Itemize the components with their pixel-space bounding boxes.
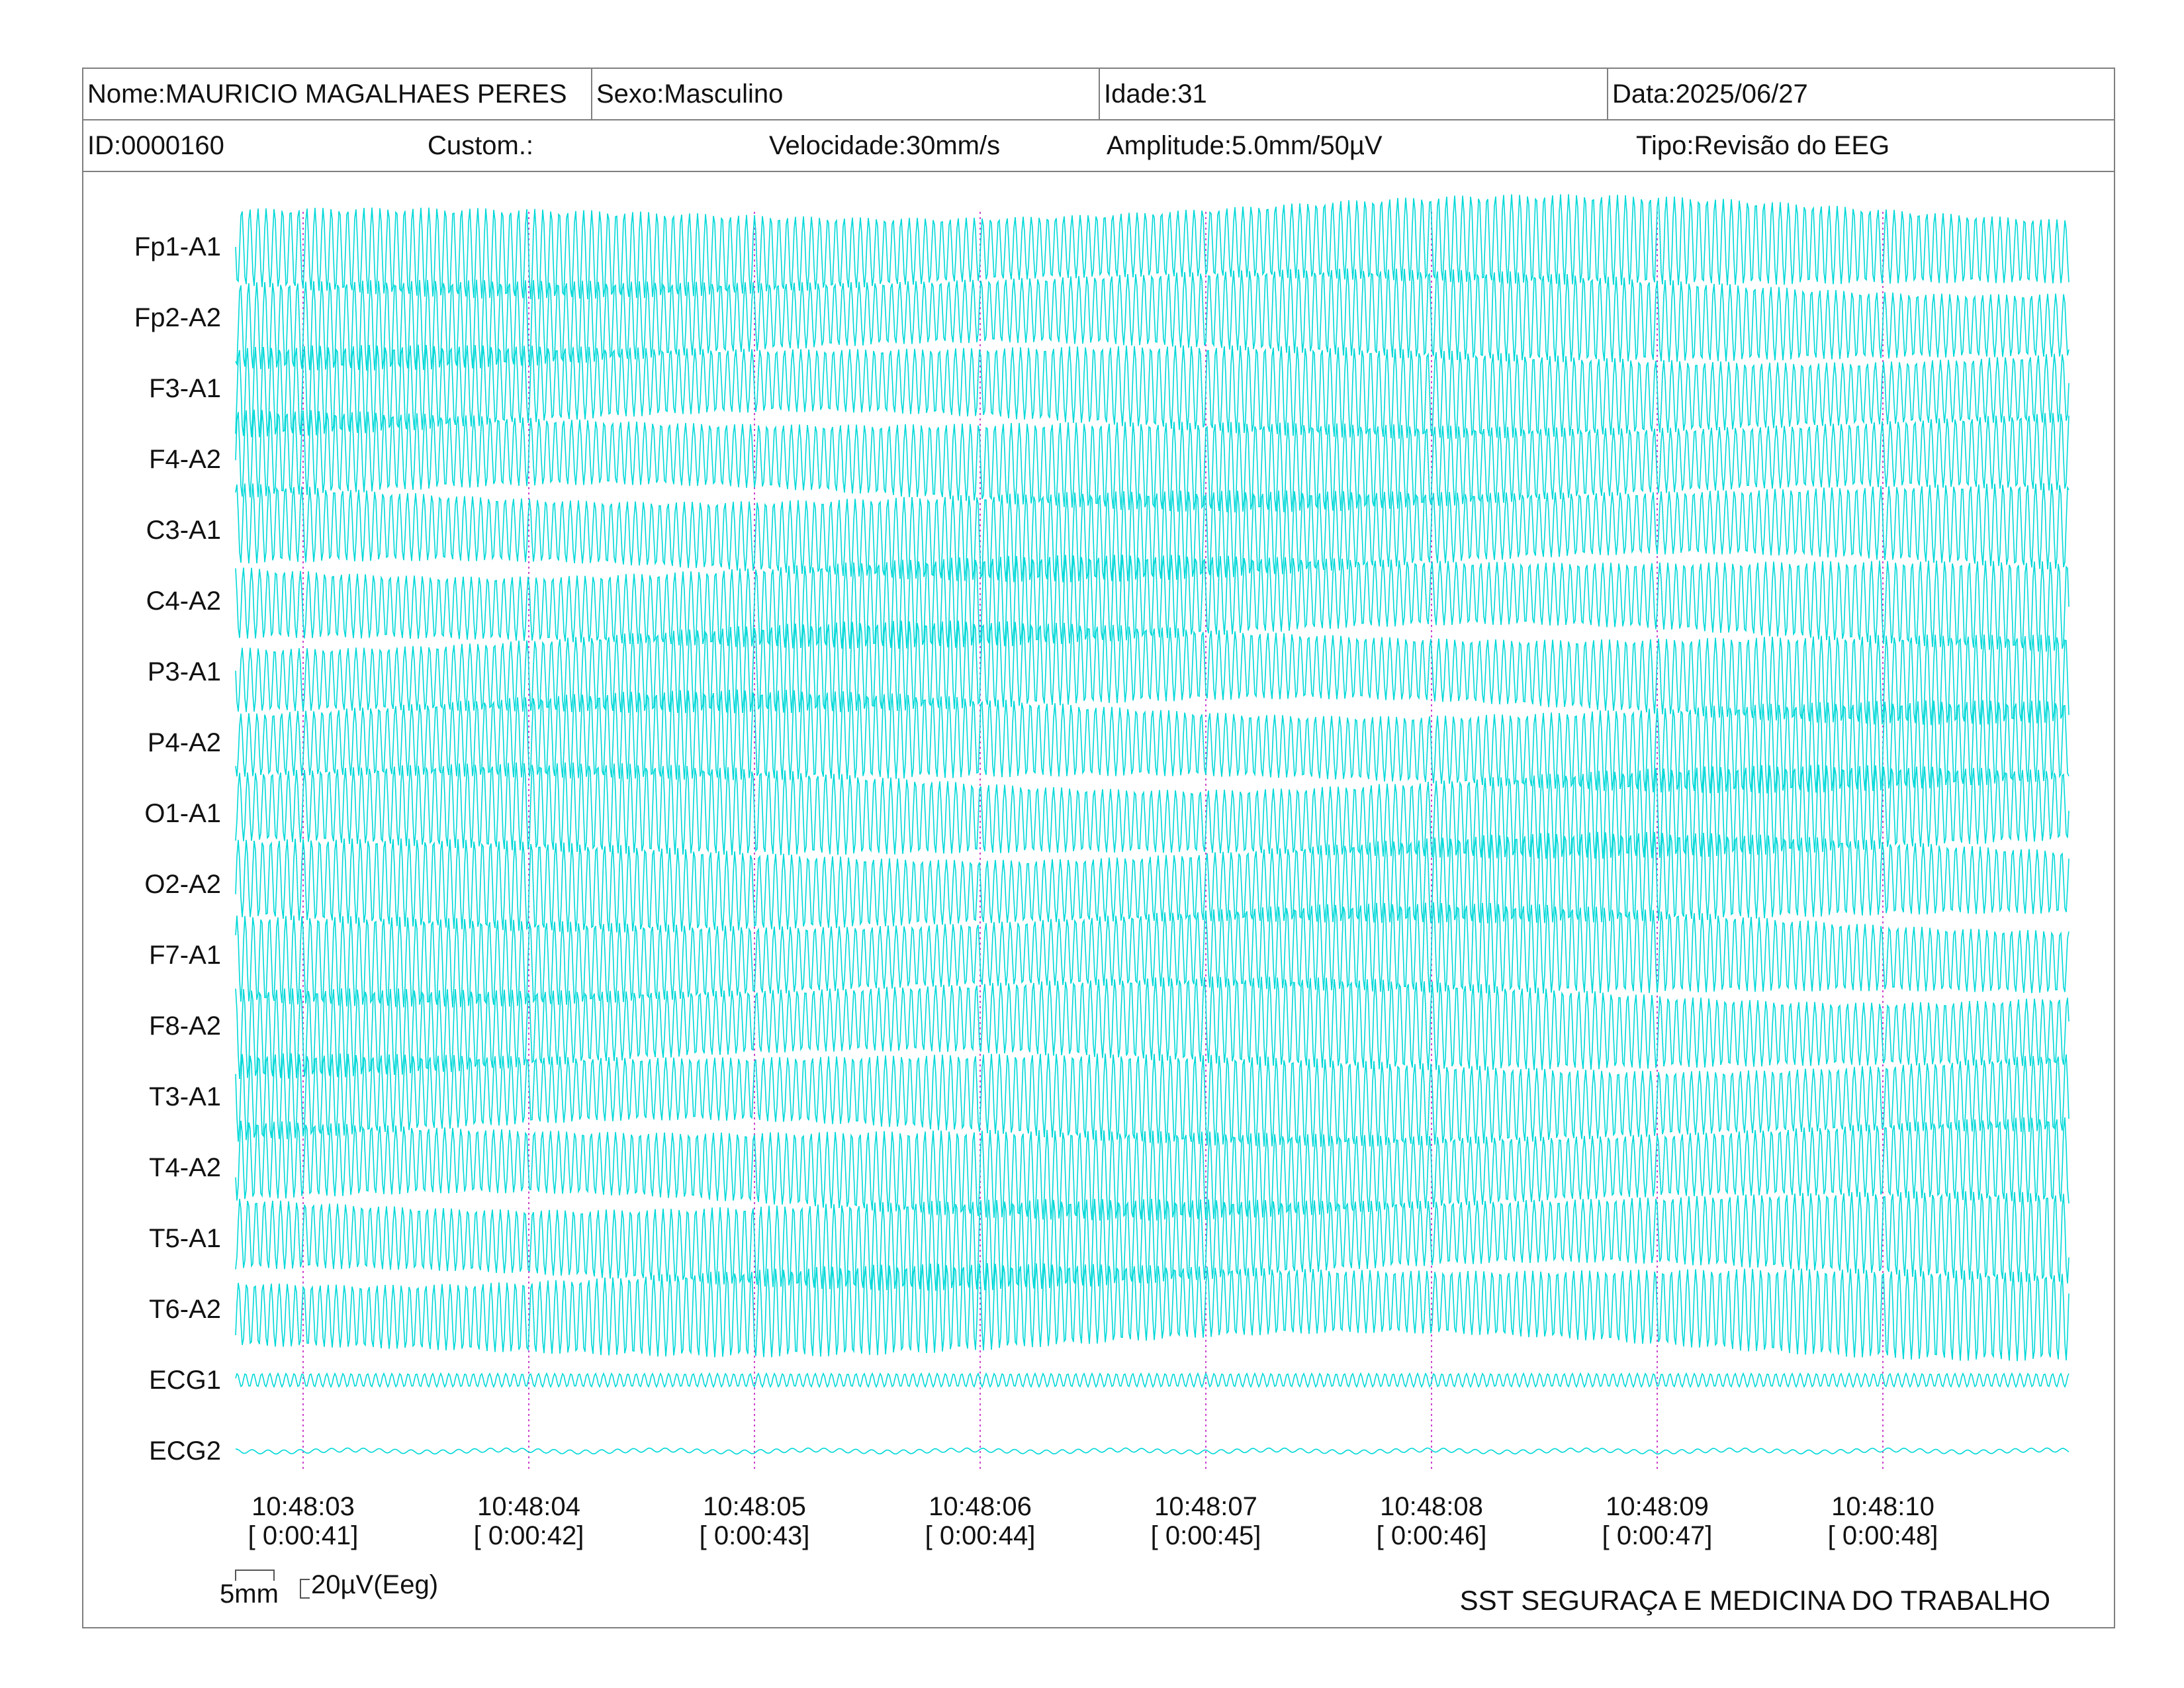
- elapsed-time: [ 0:00:48]: [1827, 1521, 1938, 1550]
- time-mark-label: 10:48:04[ 0:00:42]: [443, 1492, 615, 1550]
- channel-trace-ecg2: [235, 1447, 2070, 1455]
- channel-label: O2-A2: [144, 870, 221, 899]
- elapsed-time: [ 0:00:46]: [1376, 1521, 1487, 1550]
- channel-trace-fp1-a1: [235, 194, 2070, 300]
- amplitude-scale-label: 20µV(Eeg): [311, 1570, 439, 1599]
- channel-label: F3-A1: [149, 374, 221, 403]
- channel-label: F7-A1: [149, 941, 221, 970]
- channel-label: T6-A2: [149, 1295, 221, 1324]
- custom-field: Custom.:: [428, 131, 534, 160]
- elapsed-time: [ 0:00:42]: [473, 1521, 584, 1550]
- amplitude-field: Amplitude:5.0mm/50µV: [1107, 131, 1383, 160]
- channel-trace-t6-a2: [235, 1263, 2070, 1362]
- channel-trace-f3-a1: [235, 344, 2070, 439]
- company-name: SST SEGURAÇA E MEDICINA DO TRABALHO: [1459, 1585, 2050, 1616]
- channel-label: T5-A1: [149, 1224, 221, 1253]
- record-date: Data:2025/06/27: [1607, 69, 2115, 119]
- time-scale-label: 5mm: [220, 1579, 279, 1609]
- time-mark-label: 10:48:03[ 0:00:41]: [217, 1492, 389, 1550]
- channel-trace-o1-a1: [235, 762, 2070, 859]
- patient-age: Idade:31: [1099, 69, 1607, 119]
- channel-label: P3-A1: [147, 657, 221, 686]
- clock-time: 10:48:06: [929, 1492, 1032, 1521]
- channel-trace-c4-a2: [235, 554, 2070, 652]
- channel-label: P4-A2: [147, 728, 221, 757]
- channel-trace-o2-a2: [235, 831, 2070, 933]
- elapsed-time: [ 0:00:45]: [1150, 1521, 1261, 1550]
- time-mark-label: 10:48:09[ 0:00:47]: [1571, 1492, 1743, 1550]
- channel-trace-p3-a1: [235, 620, 2070, 726]
- clock-time: 10:48:03: [251, 1492, 355, 1521]
- channel-trace-p4-a2: [235, 689, 2070, 794]
- channel-label: T3-A1: [149, 1082, 221, 1111]
- speed-field: Velocidade:30mm/s: [769, 131, 1001, 160]
- patient-id: ID:0000160: [87, 131, 224, 160]
- elapsed-time: [ 0:00:41]: [248, 1521, 359, 1550]
- elapsed-time: [ 0:00:43]: [699, 1521, 810, 1550]
- time-mark-label: 10:48:07[ 0:00:45]: [1120, 1492, 1292, 1550]
- time-mark-label: 10:48:10[ 0:00:48]: [1797, 1492, 1969, 1550]
- eeg-report-frame: Nome:MAURICIO MAGALHAES PERES Sexo:Mascu…: [82, 68, 2115, 1628]
- clock-time: 10:48:10: [1831, 1492, 1934, 1521]
- channel-trace-t5-a1: [235, 1191, 2070, 1291]
- channel-trace-f4-a2: [235, 409, 2070, 513]
- channel-trace-t4-a2: [235, 1117, 2070, 1221]
- time-mark-label: 10:48:05[ 0:00:43]: [668, 1492, 841, 1550]
- channel-trace-ecg1: [235, 1372, 2070, 1389]
- time-scale-bracket: [235, 1570, 275, 1581]
- channel-label: Fp2-A2: [134, 303, 221, 332]
- clock-time: 10:48:09: [1606, 1492, 1709, 1521]
- channel-label: C3-A1: [146, 516, 221, 545]
- amplitude-scale-bracket: [300, 1579, 310, 1599]
- channel-label: F8-A2: [149, 1011, 221, 1041]
- patient-info-row: Nome:MAURICIO MAGALHAES PERES Sexo:Mascu…: [83, 69, 2114, 120]
- channel-label: ECG1: [149, 1366, 221, 1395]
- channel-trace-t3-a1: [235, 1053, 2070, 1147]
- channel-trace-f7-a1: [235, 902, 2070, 1008]
- clock-time: 10:48:05: [703, 1492, 806, 1521]
- channel-label: T4-A2: [149, 1153, 221, 1182]
- channel-label: O1-A1: [144, 799, 221, 828]
- elapsed-time: [ 0:00:47]: [1602, 1521, 1713, 1550]
- channel-trace-fp2-a2: [235, 268, 2070, 371]
- type-field: Tipo:Revisão do EEG: [1636, 131, 1890, 160]
- time-mark-label: 10:48:06[ 0:00:44]: [894, 1492, 1066, 1550]
- clock-time: 10:48:07: [1154, 1492, 1257, 1521]
- patient-sex: Sexo:Masculino: [591, 69, 1099, 119]
- channel-trace-c3-a1: [235, 483, 2070, 583]
- clock-time: 10:48:08: [1380, 1492, 1483, 1521]
- channel-label: F4-A2: [149, 445, 221, 474]
- channel-label: Fp1-A1: [134, 232, 221, 261]
- elapsed-time: [ 0:00:44]: [925, 1521, 1036, 1550]
- time-mark-label: 10:48:08[ 0:00:46]: [1345, 1492, 1518, 1550]
- channel-trace-f8-a2: [235, 976, 2070, 1080]
- channel-label: C4-A2: [146, 586, 221, 616]
- channel-label: ECG2: [149, 1436, 221, 1466]
- recording-info-row: ID:0000160 Custom.: Velocidade:30mm/s Am…: [83, 120, 2114, 172]
- patient-name: Nome:MAURICIO MAGALHAES PERES: [87, 79, 567, 109]
- clock-time: 10:48:04: [477, 1492, 580, 1521]
